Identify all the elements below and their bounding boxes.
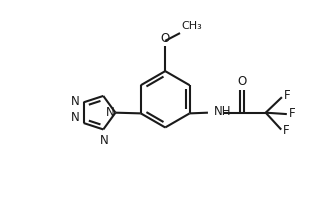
Text: N: N <box>99 134 109 147</box>
Text: F: F <box>289 107 296 120</box>
Text: NH: NH <box>213 105 231 118</box>
Text: CH₃: CH₃ <box>182 21 203 31</box>
Text: N: N <box>106 106 114 119</box>
Text: N: N <box>71 95 80 108</box>
Text: F: F <box>284 89 291 102</box>
Text: O: O <box>237 75 246 88</box>
Text: F: F <box>283 124 290 137</box>
Text: O: O <box>161 32 170 45</box>
Text: N: N <box>71 111 80 124</box>
